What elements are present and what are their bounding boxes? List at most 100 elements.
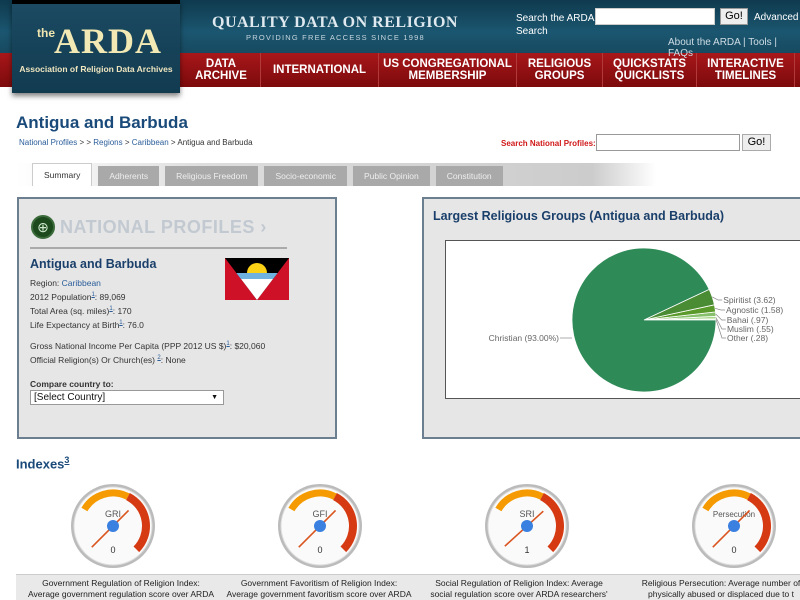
- area-label: Total Area (sq. miles): [30, 305, 110, 316]
- desc-line: physically abused or displaced due to t: [647, 589, 794, 599]
- breadcrumb-caribbean[interactable]: Caribbean: [131, 138, 169, 147]
- svg-text:SRI: SRI: [519, 509, 534, 519]
- tab-religious-freedom[interactable]: Religious Freedom: [165, 166, 259, 186]
- svg-text:Muslim (.55): Muslim (.55): [727, 324, 774, 334]
- svg-text:1: 1: [524, 545, 529, 555]
- desc-line: Average government regulation score over…: [28, 589, 214, 599]
- logo-subtitle: Association of Religion Data Archives: [19, 64, 173, 74]
- faqs-link[interactable]: FAQs: [668, 48, 694, 59]
- gauge-gfi: GFI 0: [277, 483, 363, 569]
- advanced-search-link-cont[interactable]: Search: [516, 26, 548, 37]
- desc-line: social regulation score over ARDA resear…: [430, 589, 608, 599]
- life-value: : 76.0: [122, 319, 144, 330]
- desc-line: Government Regulation of Religion Index:: [42, 578, 200, 588]
- nav-item-4[interactable]: QUICKSTATS QUICKLISTS: [603, 53, 697, 87]
- footnote-link[interactable]: 1: [91, 292, 95, 298]
- tab-constitution[interactable]: Constitution: [435, 166, 503, 186]
- svg-text:Spiritist (3.62): Spiritist (3.62): [723, 295, 776, 305]
- footnote-link[interactable]: 3: [64, 455, 70, 465]
- svg-text:Christian (93.00%): Christian (93.00%): [489, 333, 560, 343]
- country-flag: [225, 258, 289, 300]
- svg-text:Persecution: Persecution: [713, 510, 755, 519]
- tab-public-opinion[interactable]: Public Opinion: [352, 166, 430, 186]
- banner-text: NATIONAL PROFILES ›: [60, 216, 267, 237]
- gni-value: : $20,060: [229, 341, 266, 352]
- population-label: 2012 Population: [30, 291, 92, 302]
- region-label: Region:: [30, 278, 62, 288]
- divider: [30, 247, 287, 249]
- religious-groups-panel: Largest Religious Groups (Antigua and Ba…: [422, 197, 800, 439]
- breadcrumb-sep: >: [168, 138, 178, 147]
- svg-text:Other (.28): Other (.28): [727, 333, 768, 343]
- profile-search-label: Search National Profiles:: [501, 139, 596, 148]
- nav-item-0[interactable]: DATA ARCHIVE: [182, 53, 261, 87]
- region-link[interactable]: Caribbean: [61, 278, 101, 288]
- svg-text:GRI: GRI: [105, 509, 121, 519]
- official-religion-label: Official Religion(s) Or Church(es): [30, 355, 158, 366]
- breadcrumb-regions[interactable]: Regions: [93, 138, 123, 147]
- footnote-link[interactable]: 1: [119, 319, 123, 326]
- desc-line: Average government favoritism score over…: [226, 589, 412, 599]
- top-links: About the ARDA | Tools | FAQs: [668, 37, 778, 59]
- tab-summary[interactable]: Summary: [32, 163, 93, 186]
- compare-label: Compare country to:: [30, 379, 114, 389]
- tagline-sub: PROVIDING FREE ACCESS SINCE 1998: [246, 33, 425, 42]
- gauge-description: Government Regulation of Religion Index:…: [16, 578, 226, 600]
- national-profiles-banner: ⊕ NATIONAL PROFILES ›: [31, 215, 267, 239]
- desc-line: Social Regulation of Religion Index: Ave…: [435, 578, 603, 588]
- footnote-link[interactable]: 1: [109, 305, 113, 312]
- breadcrumb: National Profiles > > Regions > Caribbea…: [19, 138, 253, 147]
- population-value: : 89,069: [94, 291, 126, 302]
- tools-link[interactable]: Tools: [748, 37, 772, 48]
- breadcrumb-national-profiles[interactable]: National Profiles: [19, 138, 78, 147]
- footnote-link[interactable]: 2: [157, 355, 161, 362]
- indexes-title: Indexes: [16, 456, 65, 472]
- tab-adherents[interactable]: Adherents: [98, 166, 160, 186]
- svg-text:Agnostic (1.58): Agnostic (1.58): [726, 305, 783, 315]
- area-value: : 170: [112, 305, 132, 316]
- country-facts: Region: Caribbean 2012 Population1: 89,0…: [30, 277, 265, 366]
- site-search-go-button[interactable]: Go!: [720, 8, 748, 25]
- nav-item-1[interactable]: INTERNATIONAL: [261, 53, 379, 87]
- logo-name: ARDA: [54, 21, 162, 61]
- gni-label: Gross National Income Per Capita (PPP 20…: [30, 341, 227, 352]
- nav-item-2[interactable]: US CONGREGATIONAL MEMBERSHIP: [379, 53, 517, 87]
- about-link[interactable]: About the ARDA: [668, 37, 741, 48]
- tab-socio-economic[interactable]: Socio-economic: [264, 166, 347, 186]
- breadcrumb-sep: >: [122, 138, 132, 147]
- search-label: Search the ARDA: [516, 13, 595, 24]
- breadcrumb-sep: > >: [77, 138, 94, 147]
- gauge-persecution: Persecution 0: [691, 483, 777, 569]
- site-search-input[interactable]: [595, 8, 715, 25]
- compare-selected: [Select Country]: [34, 392, 106, 403]
- advanced-search-link[interactable]: Advanced: [754, 12, 799, 23]
- chart-title: Largest Religious Groups (Antigua and Ba…: [433, 209, 724, 223]
- gauge-gri: GRI 0: [70, 483, 156, 569]
- pie-chart-svg: Spiritist (3.62)Agnostic (1.58)Bahai (.9…: [489, 247, 783, 393]
- official-religion-value: : None: [160, 355, 186, 366]
- arda-logo[interactable]: the ARDA Association of Religion Data Ar…: [12, 0, 180, 93]
- desc-line: Religious Persecution: Average number of: [641, 578, 800, 588]
- logo-the: the: [37, 26, 55, 40]
- tagline: QUALITY DATA ON RELIGION: [212, 14, 458, 31]
- profile-panel: ⊕ NATIONAL PROFILES › Antigua and Barbud…: [17, 197, 337, 439]
- index-description-bar: [16, 574, 800, 600]
- footnote-link[interactable]: 1: [226, 341, 230, 348]
- svg-text:GFI: GFI: [313, 509, 328, 519]
- dropdown-arrow-icon: ▼: [211, 394, 218, 401]
- gauge-description: Government Favoritism of Religion Index:…: [214, 578, 424, 600]
- indexes-heading: Indexes3: [16, 455, 69, 471]
- page-title: Antigua and Barbuda: [16, 113, 188, 132]
- breadcrumb-current: Antigua and Barbuda: [177, 138, 253, 147]
- svg-text:0: 0: [731, 545, 736, 555]
- compare-country-select[interactable]: [Select Country] ▼: [30, 390, 224, 405]
- country-name: Antigua and Barbuda: [30, 257, 157, 271]
- svg-text:0: 0: [110, 545, 115, 555]
- gauge-description: Religious Persecution: Average number of…: [616, 578, 800, 600]
- pie-chart: Spiritist (3.62) Agnostic (1.58) Bahai (.9…: [445, 240, 800, 399]
- nav-item-3[interactable]: RELIGIOUS GROUPS: [517, 53, 603, 87]
- nav-item-5[interactable]: INTERACTIVE TIMELINES: [697, 53, 795, 87]
- profile-search-input[interactable]: [596, 134, 740, 151]
- globe-icon: ⊕: [31, 215, 55, 239]
- profile-search-go-button[interactable]: Go!: [742, 134, 771, 151]
